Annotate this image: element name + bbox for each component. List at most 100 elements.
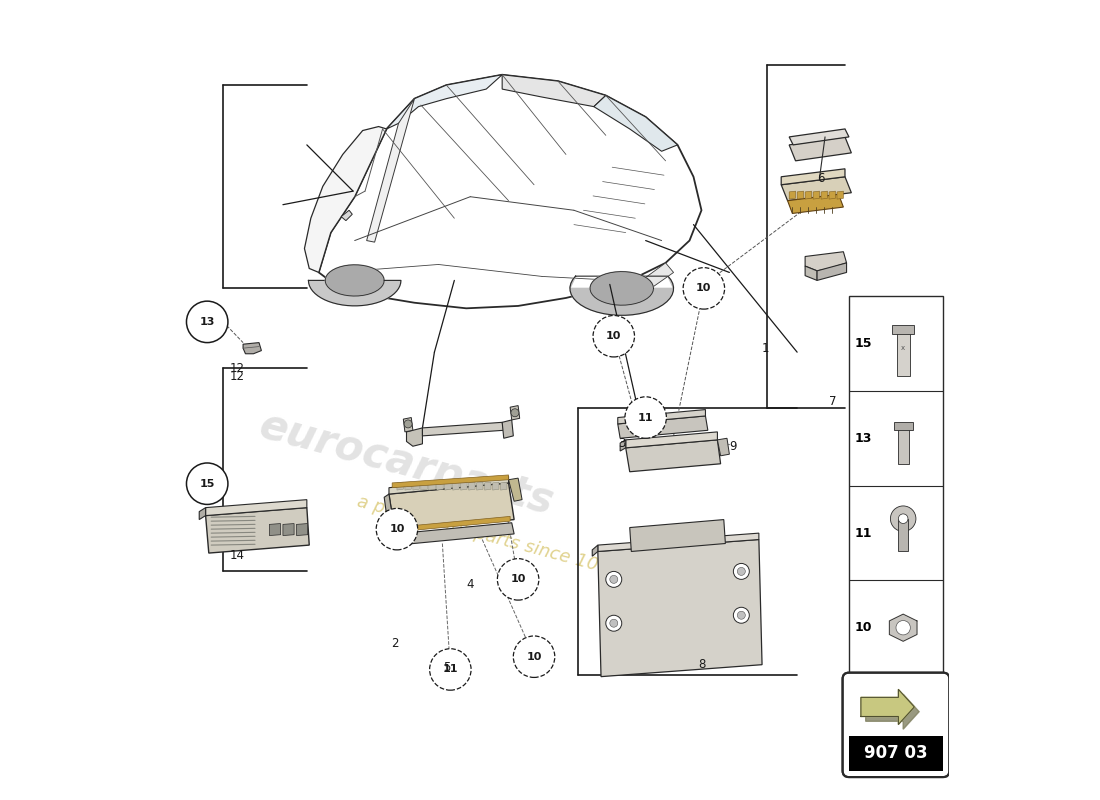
- Bar: [896, 332, 910, 375]
- Polygon shape: [341, 210, 352, 221]
- Polygon shape: [206, 500, 307, 515]
- Polygon shape: [503, 74, 606, 106]
- Polygon shape: [620, 440, 626, 451]
- Text: 5: 5: [442, 661, 450, 674]
- Text: 10: 10: [855, 622, 872, 634]
- Text: 12: 12: [230, 362, 245, 374]
- Polygon shape: [407, 428, 422, 446]
- Polygon shape: [461, 482, 468, 490]
- Circle shape: [899, 514, 907, 523]
- Circle shape: [609, 619, 618, 627]
- Polygon shape: [395, 522, 514, 545]
- Text: 3: 3: [618, 438, 626, 450]
- Polygon shape: [508, 478, 522, 502]
- Text: 10: 10: [510, 574, 526, 584]
- Polygon shape: [813, 191, 820, 199]
- Polygon shape: [626, 432, 717, 448]
- Polygon shape: [326, 265, 384, 296]
- Text: 1: 1: [761, 342, 769, 354]
- Polygon shape: [206, 508, 309, 553]
- Polygon shape: [717, 438, 729, 456]
- Text: 12: 12: [230, 370, 245, 382]
- Polygon shape: [405, 482, 411, 490]
- Text: 2: 2: [390, 637, 398, 650]
- Polygon shape: [805, 252, 847, 271]
- Circle shape: [625, 397, 667, 438]
- Circle shape: [737, 611, 746, 619]
- Polygon shape: [789, 191, 795, 199]
- Polygon shape: [305, 126, 386, 273]
- Polygon shape: [510, 406, 519, 420]
- Polygon shape: [590, 272, 653, 305]
- Circle shape: [187, 301, 228, 342]
- Polygon shape: [805, 191, 812, 199]
- Text: 10: 10: [606, 331, 621, 342]
- Polygon shape: [493, 482, 499, 490]
- Text: 10: 10: [527, 652, 541, 662]
- Bar: [892, 325, 914, 334]
- Text: 11: 11: [442, 665, 458, 674]
- Text: 13: 13: [855, 432, 872, 445]
- Text: 9: 9: [729, 440, 737, 453]
- Polygon shape: [597, 533, 759, 551]
- Polygon shape: [397, 482, 404, 490]
- Circle shape: [510, 409, 519, 417]
- Text: 907 03: 907 03: [865, 744, 927, 762]
- Text: 8: 8: [697, 658, 705, 671]
- Polygon shape: [469, 482, 475, 490]
- Polygon shape: [503, 420, 514, 438]
- Circle shape: [606, 615, 621, 631]
- Circle shape: [734, 563, 749, 579]
- Polygon shape: [866, 694, 920, 730]
- Polygon shape: [389, 477, 508, 494]
- Text: 10: 10: [389, 524, 405, 534]
- Polygon shape: [570, 276, 673, 315]
- Polygon shape: [788, 194, 844, 214]
- Circle shape: [737, 567, 746, 575]
- Polygon shape: [817, 263, 847, 281]
- Polygon shape: [392, 475, 508, 488]
- Polygon shape: [243, 342, 262, 354]
- Text: 7: 7: [829, 395, 837, 408]
- Polygon shape: [805, 266, 817, 281]
- Bar: [849, 296, 943, 675]
- Polygon shape: [861, 690, 914, 725]
- Circle shape: [609, 575, 618, 583]
- Polygon shape: [319, 74, 702, 308]
- Polygon shape: [626, 440, 720, 472]
- Text: eurocarparts: eurocarparts: [254, 404, 559, 523]
- Circle shape: [593, 315, 635, 357]
- Text: 15: 15: [199, 478, 214, 489]
- Polygon shape: [821, 191, 827, 199]
- Circle shape: [896, 621, 911, 635]
- Text: 11: 11: [638, 413, 653, 422]
- Polygon shape: [476, 482, 483, 490]
- Text: 13: 13: [199, 317, 214, 327]
- Polygon shape: [270, 523, 280, 535]
- Circle shape: [734, 607, 749, 623]
- Text: 11: 11: [855, 526, 872, 539]
- Polygon shape: [199, 508, 206, 519]
- Bar: [849, 736, 943, 770]
- Polygon shape: [781, 169, 845, 185]
- Circle shape: [890, 506, 916, 531]
- FancyBboxPatch shape: [843, 673, 949, 777]
- Polygon shape: [386, 74, 503, 129]
- Polygon shape: [384, 494, 395, 532]
- Polygon shape: [297, 523, 308, 535]
- Bar: [893, 422, 913, 430]
- Polygon shape: [618, 416, 708, 438]
- Bar: [899, 518, 907, 550]
- Circle shape: [497, 558, 539, 600]
- Polygon shape: [789, 129, 849, 145]
- Circle shape: [683, 268, 725, 309]
- Polygon shape: [437, 482, 443, 490]
- Text: x: x: [901, 345, 905, 350]
- Bar: [898, 428, 909, 464]
- Text: 10: 10: [696, 283, 712, 294]
- Polygon shape: [789, 137, 851, 161]
- Circle shape: [606, 571, 621, 587]
- Circle shape: [430, 649, 471, 690]
- Polygon shape: [618, 410, 705, 424]
- Polygon shape: [629, 519, 725, 551]
